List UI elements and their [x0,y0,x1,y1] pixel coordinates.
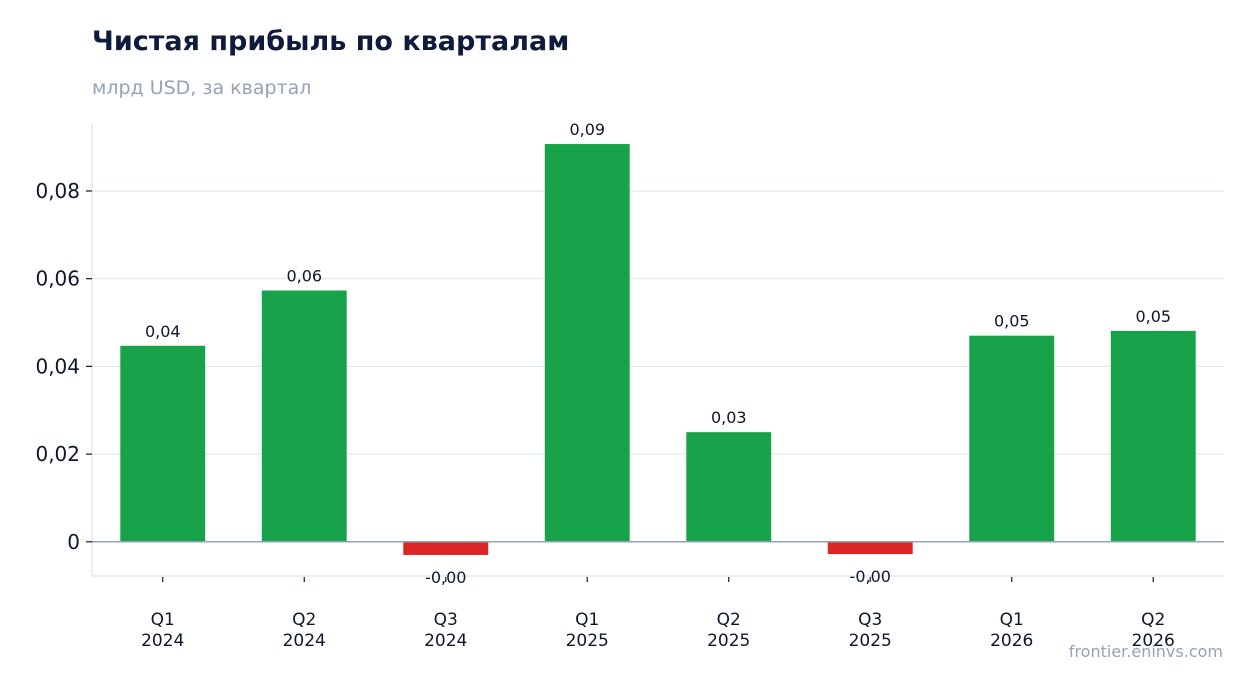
data-label: -0,00 [850,567,891,586]
x-tick-label-quarter: Q1 [575,610,599,630]
chart-title: Чистая прибыль по кварталам [92,26,570,57]
watermark: frontier.eninvs.com [1068,642,1223,661]
y-tick-label: 0,04 [35,354,80,378]
x-tick-label-quarter: Q2 [1141,610,1165,630]
bar [1110,330,1196,542]
x-tick-label-quarter: Q1 [151,610,175,630]
data-label: 0,05 [1135,307,1171,326]
x-tick-label-year: 2026 [990,631,1033,651]
y-tick-label: 0,02 [35,442,80,466]
data-label: 0,04 [145,322,181,341]
x-tick-label-quarter: Q3 [434,610,458,630]
y-tick-label: 0 [67,530,80,554]
x-tick-label-year: 2026 [1132,631,1175,651]
bar [969,335,1055,542]
x-tick-label-year: 2024 [283,631,326,651]
bar [686,432,772,542]
x-tick-label-year: 2025 [707,631,750,651]
x-tick-label-quarter: Q1 [1000,610,1024,630]
data-label: 0,06 [286,267,322,286]
x-tick-label-year: 2024 [424,631,467,651]
y-tick-label: 0,06 [35,267,80,291]
chart-subtitle: млрд USD, за квартал [92,77,312,99]
x-tick-label-year: 2025 [849,631,892,651]
x-tick-label-quarter: Q3 [858,610,882,630]
bar [120,345,206,542]
bar [544,144,630,542]
x-tick-label-quarter: Q2 [717,610,741,630]
data-label: 0,09 [569,120,605,139]
x-tick-label-year: 2024 [141,631,184,651]
x-tick-label-year: 2025 [566,631,609,651]
bar [403,541,489,555]
y-tick-label: 0,08 [35,179,80,203]
data-label: 0,05 [994,312,1030,331]
data-label: 0,03 [711,408,747,427]
bar [261,290,347,542]
bar [827,541,913,555]
x-tick-label-quarter: Q2 [292,610,316,630]
